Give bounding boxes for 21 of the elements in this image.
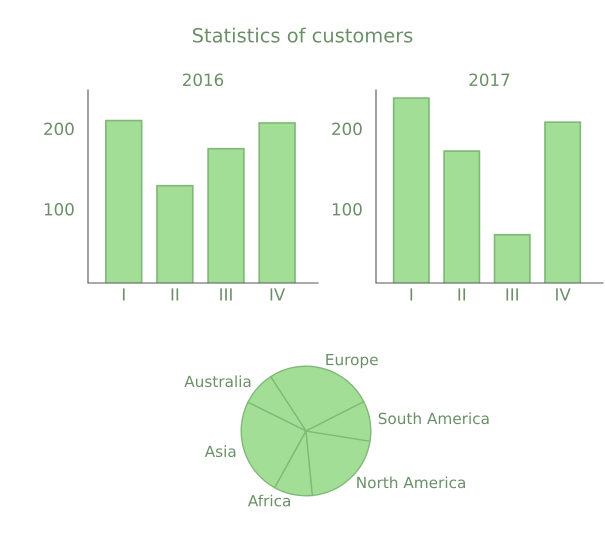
- x-tick-label: I: [122, 288, 125, 301]
- x-tick-label: III: [506, 288, 518, 301]
- slice-label: Africa: [248, 494, 290, 507]
- chart-title: 2016: [183, 73, 224, 86]
- slice-label: Australia: [184, 375, 250, 388]
- x-tick-label: II: [172, 288, 178, 301]
- y-tick-label: 200: [44, 122, 74, 136]
- chart-title: 2017: [470, 73, 510, 86]
- slice-label: Europe: [326, 354, 378, 368]
- x-tick-label: I: [410, 288, 412, 301]
- x-tick-label: IV: [556, 288, 571, 301]
- slice-label: South America: [378, 412, 489, 424]
- x-tick-label: II: [458, 288, 466, 301]
- text: Statistics of customers: [192, 28, 412, 43]
- y-tick-label: 200: [332, 122, 362, 136]
- y-tick-label: 100: [44, 202, 74, 216]
- x-tick-label: IV: [270, 288, 286, 301]
- slice-label: North America: [357, 476, 465, 488]
- slice-label: Asia: [204, 445, 236, 458]
- y-tick-label: 100: [332, 202, 362, 216]
- x-tick-label: III: [220, 288, 232, 301]
